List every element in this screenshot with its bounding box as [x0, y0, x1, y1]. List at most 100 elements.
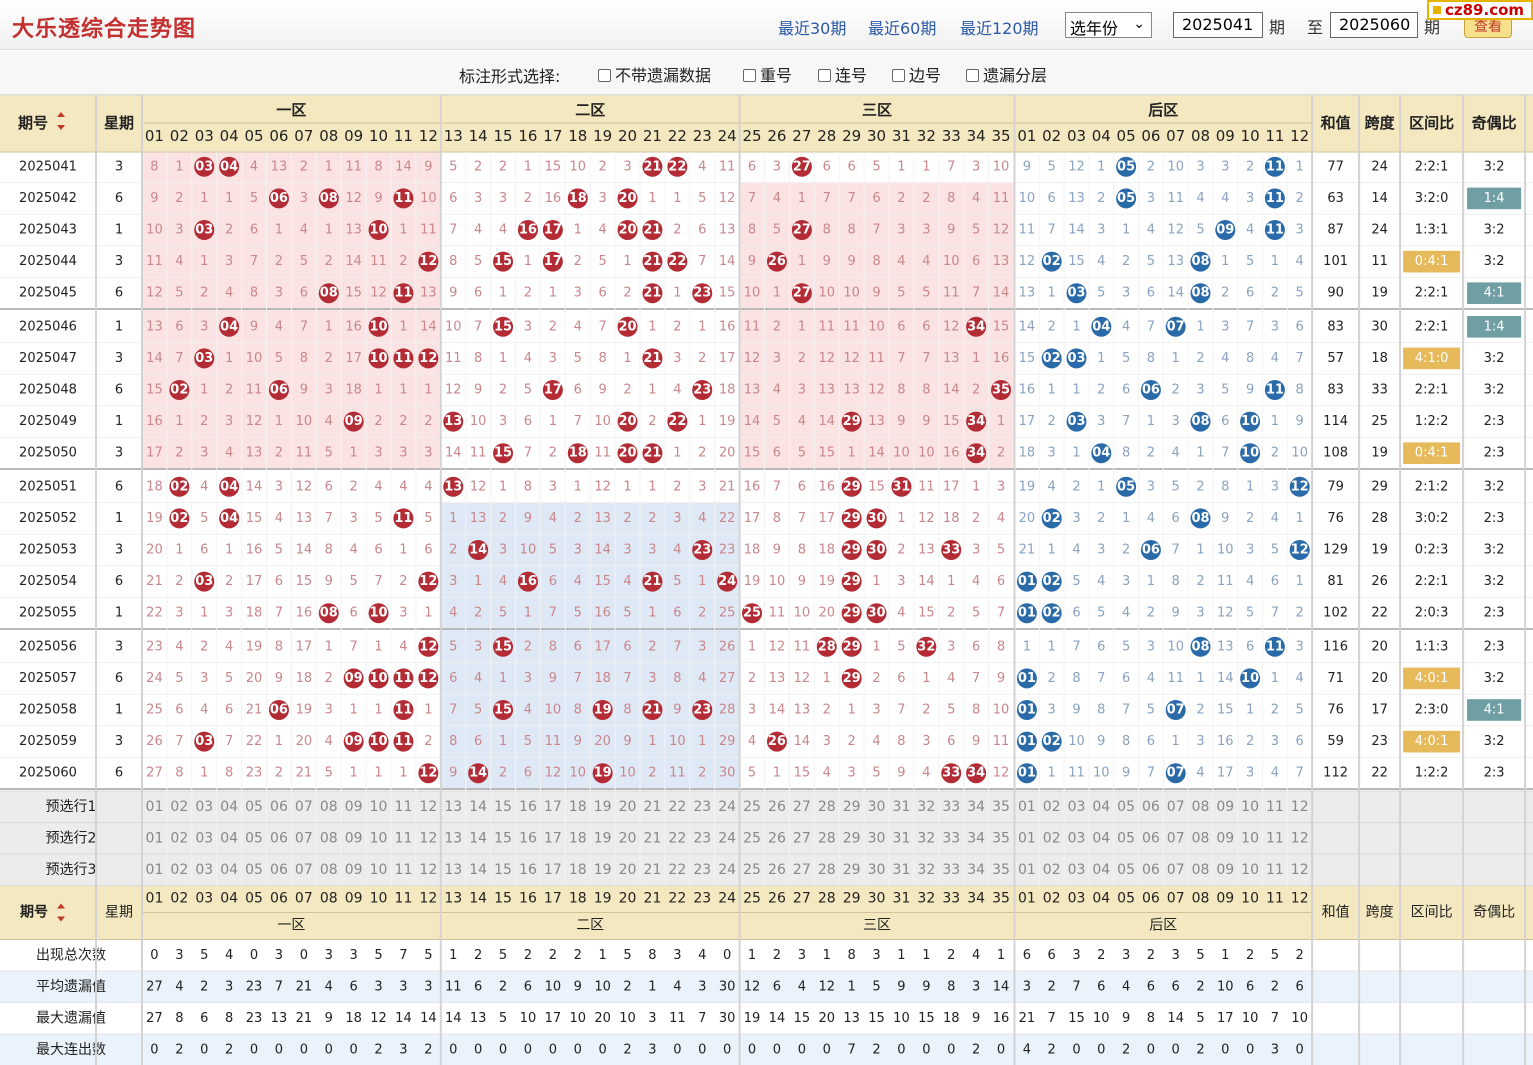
- preselect-front-number[interactable]: 24: [718, 830, 736, 846]
- preselect-front-number[interactable]: 19: [594, 799, 612, 815]
- preselect-front-number[interactable]: 29: [843, 862, 861, 878]
- preselect-front-number[interactable]: 27: [793, 862, 811, 878]
- preselect-front-number[interactable]: 07: [295, 862, 313, 878]
- preselect-front-number[interactable]: 22: [668, 830, 686, 846]
- preselect-front-number[interactable]: 18: [569, 862, 587, 878]
- preselect-front-number[interactable]: 06: [270, 862, 288, 878]
- preselect-front-number[interactable]: 10: [370, 830, 388, 846]
- preselect-back-number[interactable]: 08: [1192, 862, 1210, 878]
- preselect-front-number[interactable]: 35: [992, 862, 1010, 878]
- checkbox-icon[interactable]: [818, 69, 831, 82]
- preselect-back-number[interactable]: 02: [1043, 799, 1061, 815]
- recent-120-link[interactable]: 最近120期: [960, 19, 1039, 38]
- preselect-front-number[interactable]: 35: [992, 799, 1010, 815]
- view-button[interactable]: 查看: [1464, 16, 1512, 38]
- issue-column-header[interactable]: 期号: [18, 114, 48, 132]
- preselect-front-number[interactable]: 21: [644, 830, 662, 846]
- preselect-front-number[interactable]: 15: [494, 799, 512, 815]
- preselect-back-number[interactable]: 11: [1266, 799, 1284, 815]
- preselect-front-number[interactable]: 17: [544, 830, 562, 846]
- option-miss-layer[interactable]: 遗漏分层: [966, 62, 1047, 86]
- preselect-back-number[interactable]: 04: [1092, 799, 1110, 815]
- preselect-front-number[interactable]: 34: [967, 799, 985, 815]
- preselect-front-number[interactable]: 22: [668, 799, 686, 815]
- preselect-back-number[interactable]: 11: [1266, 862, 1284, 878]
- preselect-back-number[interactable]: 12: [1291, 862, 1309, 878]
- preselect-front-number[interactable]: 15: [494, 862, 512, 878]
- option-edge[interactable]: 边号: [892, 62, 941, 86]
- preselect-front-number[interactable]: 14: [469, 862, 487, 878]
- preselect-back-number[interactable]: 01: [1018, 830, 1036, 846]
- preselect-front-number[interactable]: 32: [917, 830, 935, 846]
- preselect-front-number[interactable]: 06: [270, 799, 288, 815]
- preselect-front-number[interactable]: 31: [893, 830, 911, 846]
- preselect-front-number[interactable]: 05: [245, 799, 263, 815]
- preselect-front-number[interactable]: 08: [320, 862, 338, 878]
- preselect-back-number[interactable]: 04: [1092, 830, 1110, 846]
- preselect-front-number[interactable]: 09: [345, 862, 363, 878]
- preselect-front-number[interactable]: 23: [693, 862, 711, 878]
- checkbox-icon[interactable]: [598, 69, 611, 82]
- preselect-back-number[interactable]: 05: [1117, 862, 1135, 878]
- preselect-back-number[interactable]: 03: [1068, 862, 1086, 878]
- preselect-front-number[interactable]: 28: [818, 830, 836, 846]
- preselect-back-number[interactable]: 01: [1018, 799, 1036, 815]
- preselect-front-number[interactable]: 33: [942, 799, 960, 815]
- year-select[interactable]: 选年份 ⌄: [1065, 12, 1152, 38]
- preselect-back-number[interactable]: 07: [1167, 862, 1185, 878]
- preselect-front-number[interactable]: 02: [170, 862, 188, 878]
- preselect-front-number[interactable]: 19: [594, 830, 612, 846]
- preselect-front-number[interactable]: 17: [544, 799, 562, 815]
- preselect-back-number[interactable]: 12: [1291, 830, 1309, 846]
- preselect-front-number[interactable]: 27: [793, 830, 811, 846]
- recent-60-link[interactable]: 最近60期: [868, 19, 937, 38]
- preselect-front-number[interactable]: 30: [868, 830, 886, 846]
- to-issue-input[interactable]: 2025060: [1330, 12, 1418, 38]
- preselect-back-number[interactable]: 01: [1018, 862, 1036, 878]
- preselect-front-number[interactable]: 01: [146, 830, 164, 846]
- preselect-back-number[interactable]: 10: [1241, 862, 1259, 878]
- preselect-front-number[interactable]: 07: [295, 799, 313, 815]
- preselect-front-number[interactable]: 32: [917, 862, 935, 878]
- preselect-back-number[interactable]: 03: [1068, 799, 1086, 815]
- preselect-back-number[interactable]: 10: [1241, 799, 1259, 815]
- preselect-front-number[interactable]: 01: [146, 799, 164, 815]
- sort-arrows-icon[interactable]: [57, 903, 65, 909]
- sort-arrows-icon[interactable]: [57, 112, 65, 117]
- preselect-front-number[interactable]: 04: [220, 799, 238, 815]
- preselect-front-number[interactable]: 09: [345, 830, 363, 846]
- preselect-front-number[interactable]: 23: [693, 830, 711, 846]
- option-no-miss[interactable]: 不带遗漏数据: [598, 62, 711, 86]
- preselect-back-number[interactable]: 06: [1142, 862, 1160, 878]
- preselect-back-number[interactable]: 11: [1266, 830, 1284, 846]
- preselect-front-number[interactable]: 14: [469, 799, 487, 815]
- preselect-front-number[interactable]: 12: [419, 799, 437, 815]
- preselect-front-number[interactable]: 13: [444, 862, 462, 878]
- preselect-back-number[interactable]: 06: [1142, 830, 1160, 846]
- recent-30-link[interactable]: 最近30期: [778, 19, 847, 38]
- preselect-front-number[interactable]: 10: [370, 799, 388, 815]
- sort-arrows-icon[interactable]: [57, 916, 65, 922]
- preselect-front-number[interactable]: 23: [693, 799, 711, 815]
- sort-arrows-icon[interactable]: [57, 125, 65, 130]
- preselect-back-number[interactable]: 09: [1216, 799, 1234, 815]
- preselect-front-number[interactable]: 12: [419, 862, 437, 878]
- preselect-front-number[interactable]: 15: [494, 830, 512, 846]
- preselect-front-number[interactable]: 18: [569, 830, 587, 846]
- preselect-front-number[interactable]: 20: [619, 799, 637, 815]
- preselect-front-number[interactable]: 29: [843, 799, 861, 815]
- preselect-front-number[interactable]: 06: [270, 830, 288, 846]
- preselect-front-number[interactable]: 32: [917, 799, 935, 815]
- preselect-front-number[interactable]: 27: [793, 799, 811, 815]
- checkbox-icon[interactable]: [743, 69, 756, 82]
- preselect-front-number[interactable]: 21: [644, 799, 662, 815]
- preselect-front-number[interactable]: 03: [195, 830, 213, 846]
- preselect-front-number[interactable]: 30: [868, 862, 886, 878]
- preselect-front-number[interactable]: 29: [843, 830, 861, 846]
- preselect-back-number[interactable]: 02: [1043, 830, 1061, 846]
- preselect-front-number[interactable]: 17: [544, 862, 562, 878]
- preselect-front-number[interactable]: 11: [395, 830, 413, 846]
- preselect-front-number[interactable]: 20: [619, 830, 637, 846]
- preselect-front-number[interactable]: 11: [395, 799, 413, 815]
- preselect-front-number[interactable]: 26: [768, 830, 786, 846]
